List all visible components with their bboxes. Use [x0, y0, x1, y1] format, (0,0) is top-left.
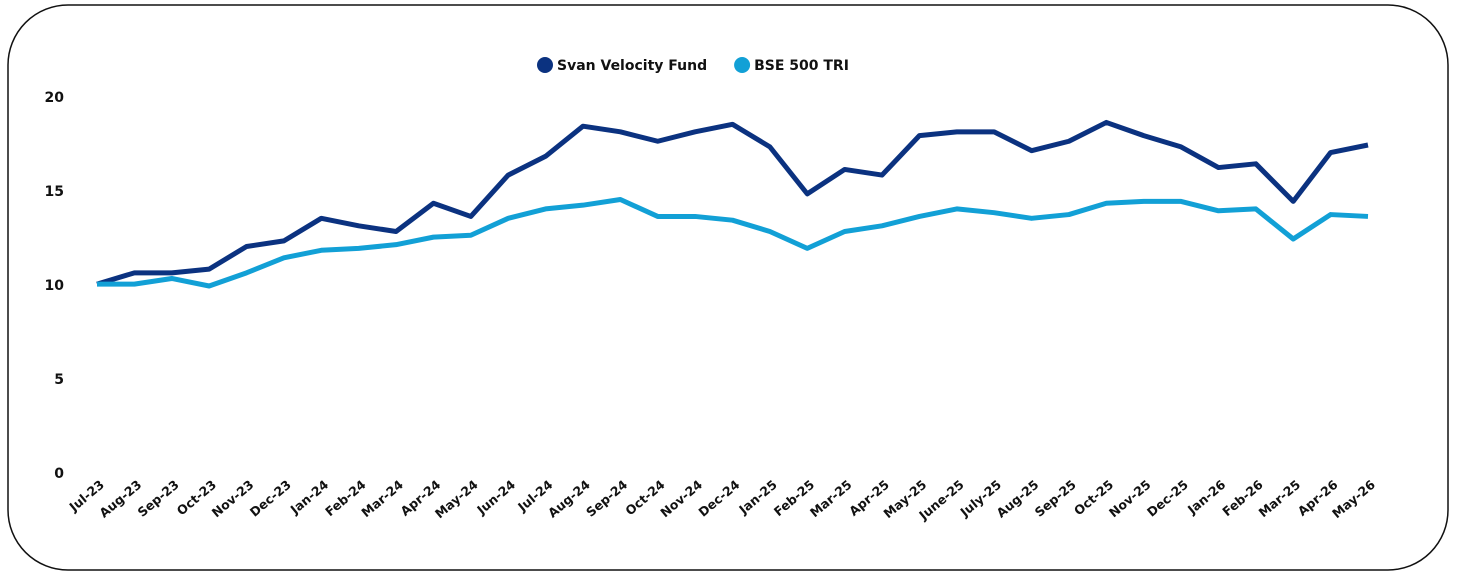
x-tick-label: Dec-23: [247, 477, 294, 520]
y-tick-label: 0: [54, 466, 64, 482]
x-tick-label: Aug-23: [96, 477, 144, 521]
legend: Svan Velocity Fund BSE 500 TRI: [537, 57, 849, 74]
x-tick-label: Nov-25: [1106, 477, 1154, 520]
x-tick-label: Jun-24: [473, 477, 518, 518]
x-tick-label: Aug-25: [993, 477, 1041, 521]
x-tick-label: Dec-25: [1144, 477, 1191, 520]
x-tick-label: Nov-24: [657, 477, 705, 521]
x-tick-label: Mar-25: [807, 477, 855, 520]
x-tick-label: Dec-24: [695, 477, 742, 520]
legend-label: BSE 500 TRI: [754, 58, 849, 74]
legend-label: Svan Velocity Fund: [557, 58, 707, 74]
series-line: [96, 119, 1369, 287]
y-tick-label: 10: [45, 278, 65, 294]
x-tick-label: Sep-23: [135, 477, 182, 520]
y-tick-label: 15: [45, 184, 64, 200]
x-tick-label: Mar-25: [1256, 477, 1304, 520]
legend-marker: [734, 57, 751, 73]
x-tick-label: Mar-24: [358, 477, 406, 521]
y-tick-label: 20: [45, 90, 65, 106]
x-tick-label: Sep-25: [1032, 477, 1079, 520]
legend-marker: [537, 57, 553, 73]
chart-frame: [7, 4, 1449, 571]
x-tick-label: Aug-24: [545, 477, 593, 521]
x-tick-label: May-24: [432, 477, 481, 522]
x-tick-label: May-26: [1329, 477, 1378, 522]
x-tick-label: Sep-24: [583, 477, 630, 520]
series-line: [97, 197, 1369, 289]
x-tick-label: Nov-23: [209, 477, 257, 520]
y-tick-label: 5: [54, 372, 64, 388]
